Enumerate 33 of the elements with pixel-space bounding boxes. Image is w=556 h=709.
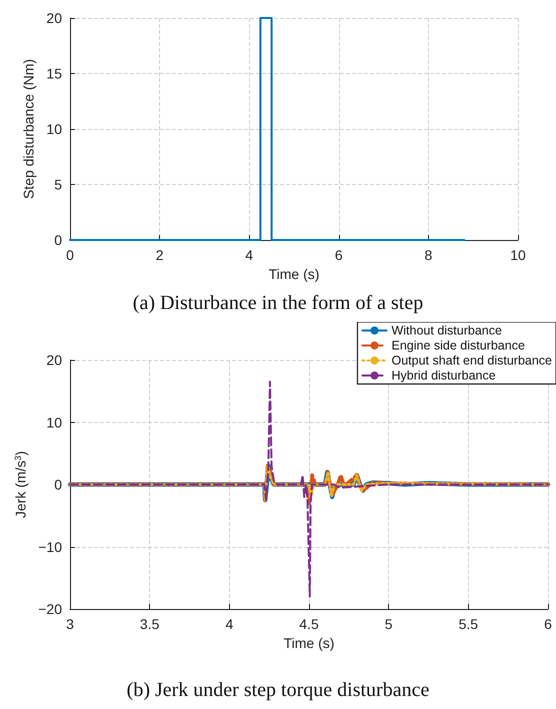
x-tick-label: 4 [245, 247, 254, 263]
y-tick-label: −10 [38, 538, 62, 555]
y-tick-label: 15 [46, 66, 62, 82]
y-tick-label: 0 [54, 232, 62, 248]
y-tick-label: 20 [46, 352, 62, 368]
x-tick-label: 5 [384, 616, 393, 632]
y-tick-label: 20 [46, 10, 62, 26]
y-tick-label: 0 [54, 476, 62, 492]
x-tick-label: 10 [510, 247, 526, 263]
y-tick-label: 5 [54, 176, 62, 192]
x-axis-title: Time (s) [268, 266, 320, 282]
legend-label: Without disturbance [391, 324, 502, 338]
y-tick-label: 10 [46, 121, 62, 137]
text: (b) Jerk under step torque disturbance [126, 679, 430, 701]
x-axis-title: Time (s) [284, 634, 334, 651]
x-tick-label: 3 [66, 616, 74, 632]
text: (a) Disturbance in the form of a step [132, 292, 424, 314]
y-tick-label: −20 [38, 601, 62, 617]
legend-label: Engine side disturbance [391, 338, 525, 352]
x-tick-label: 5.5 [458, 616, 478, 632]
x-tick-label: 4 [225, 616, 234, 632]
y-axis-title: Step disturbance (Nm) [20, 58, 37, 200]
x-tick-label: 2 [156, 247, 164, 263]
x-tick-label: 3.5 [140, 616, 160, 632]
x-tick-label: 8 [424, 247, 432, 263]
legend-label: Output shaft end disturbance [391, 354, 552, 368]
x-tick-label: 6 [334, 247, 343, 263]
legend-label: Hybrid disturbance [391, 368, 496, 382]
y-tick-label: 10 [46, 414, 62, 430]
y-axis-title: Jerk (m/s3) [12, 450, 28, 518]
x-tick-label: 0 [66, 247, 74, 263]
x-tick-label: 6 [544, 616, 552, 632]
x-tick-label: 4.5 [299, 616, 319, 632]
